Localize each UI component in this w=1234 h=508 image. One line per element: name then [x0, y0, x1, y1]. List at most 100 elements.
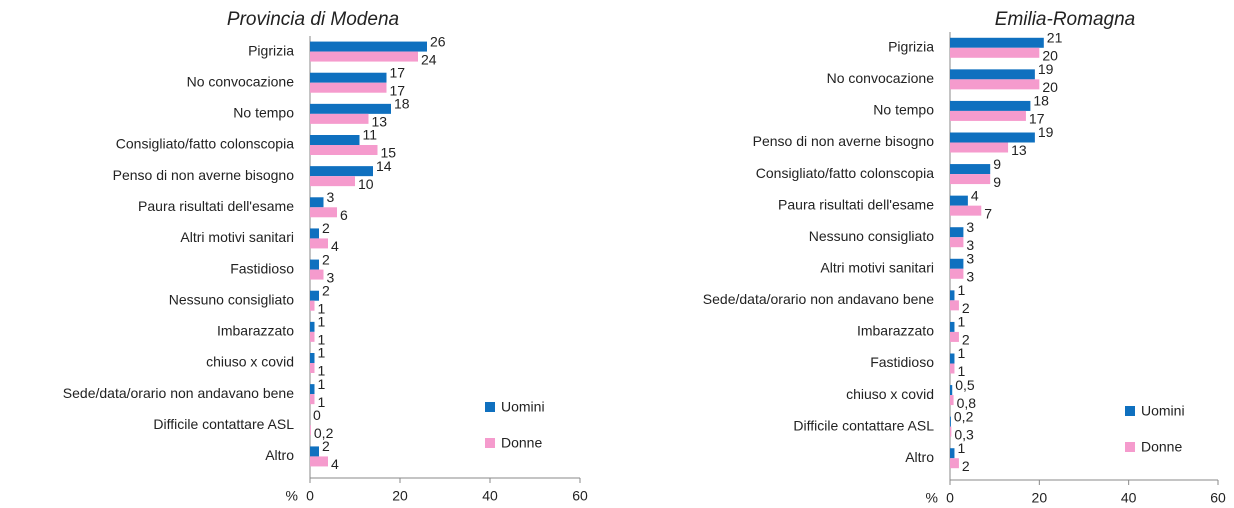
y-tick-label: Fastidioso	[230, 260, 294, 276]
y-tick-label: Nessuno consigliato	[809, 228, 935, 244]
bar	[310, 166, 373, 177]
bar	[310, 353, 315, 363]
data-label: 2	[962, 332, 970, 348]
data-label: 2	[962, 458, 970, 474]
y-tick-label: Nessuno consigliato	[169, 291, 295, 307]
legend-swatch	[1125, 442, 1135, 452]
legend-label: Uomini	[501, 399, 545, 415]
y-tick-label: No tempo	[873, 102, 934, 118]
data-label: 1	[957, 440, 965, 456]
data-label: 0,8	[957, 395, 977, 411]
y-tick-label: Consigliato/fatto colonscopia	[116, 136, 294, 152]
data-label: 2	[322, 282, 330, 298]
bar	[950, 353, 955, 364]
bar	[310, 269, 324, 280]
bar	[310, 103, 391, 114]
data-label: 20	[1042, 79, 1058, 95]
legend-swatch	[485, 402, 495, 412]
y-tick-label: Penso di non averne bisogno	[753, 133, 935, 149]
y-tick-label: chiuso x covid	[846, 386, 934, 402]
y-tick-label: Altri motivi sanitari	[180, 229, 294, 245]
y-tick-label: Altro	[265, 447, 294, 463]
y-tick-label: Pigrizia	[248, 42, 294, 58]
bar	[310, 290, 319, 301]
y-tick-label: No convocazione	[187, 73, 295, 89]
data-label: 1	[957, 363, 965, 379]
y-tick-label: No convocazione	[827, 70, 935, 86]
y-tick-label: No tempo	[233, 105, 294, 121]
bar	[310, 207, 337, 218]
bar	[310, 363, 315, 373]
y-tick-label: Altro	[905, 449, 934, 465]
data-label: 1	[318, 363, 326, 379]
data-label: 26	[430, 33, 446, 49]
bar	[950, 142, 1009, 153]
legend-swatch	[1125, 406, 1135, 416]
bar	[310, 41, 427, 52]
x-axis-label: %	[926, 490, 938, 506]
y-tick-label: Penso di non averne bisogno	[113, 167, 295, 183]
bar	[310, 456, 328, 467]
data-label: 1	[957, 345, 965, 361]
data-label: 18	[1033, 93, 1049, 109]
bar	[950, 205, 982, 216]
data-label: 19	[1038, 61, 1054, 77]
bar	[310, 321, 315, 332]
bar	[950, 331, 959, 342]
x-axis-label: %	[286, 488, 298, 504]
data-label: 9	[993, 174, 1001, 190]
bar	[310, 384, 315, 395]
bar	[310, 331, 315, 342]
bar	[950, 363, 955, 374]
x-tick-label: 60	[572, 488, 588, 504]
data-label: 0,2	[954, 408, 974, 424]
data-label: 1	[318, 345, 326, 361]
x-tick-label: 0	[306, 488, 314, 504]
data-label: 17	[390, 64, 406, 80]
data-label: 18	[394, 96, 410, 112]
data-label: 0,2	[314, 425, 334, 441]
y-tick-label: Difficile contattare ASL	[793, 417, 934, 433]
x-tick-label: 40	[1121, 490, 1137, 506]
bar	[950, 448, 955, 459]
y-tick-label: Consigliato/fatto colonscopia	[756, 165, 934, 181]
bar	[950, 416, 951, 427]
data-label: 10	[358, 176, 374, 192]
bar	[950, 290, 955, 301]
x-tick-label: 60	[1210, 490, 1226, 506]
bar	[310, 113, 369, 124]
data-label: 2	[962, 300, 970, 316]
bar	[310, 145, 378, 155]
bar	[950, 426, 952, 437]
bar	[950, 164, 991, 175]
data-label: 11	[363, 127, 378, 143]
bar	[310, 238, 328, 249]
bar	[950, 458, 959, 469]
x-tick-label: 20	[392, 488, 408, 504]
bar	[310, 425, 311, 436]
data-label: 3	[966, 219, 974, 235]
data-label: 14	[376, 158, 392, 174]
y-tick-label: Sede/data/orario non andavano bene	[63, 385, 294, 401]
data-label: 7	[984, 205, 992, 221]
data-label: 0,5	[955, 377, 975, 393]
bar	[310, 72, 387, 83]
bar	[310, 300, 315, 311]
bar	[950, 300, 959, 311]
bar	[950, 79, 1040, 90]
y-tick-label: chiuso x covid	[206, 354, 294, 370]
x-tick-label: 0	[946, 490, 954, 506]
data-label: 1	[957, 282, 965, 298]
bar	[950, 195, 968, 206]
y-tick-label: Paura risultati dell'esame	[778, 196, 934, 212]
bar	[310, 176, 355, 187]
data-label: 17	[1029, 111, 1045, 127]
data-label: 6	[340, 207, 348, 223]
data-label: 4	[331, 456, 339, 472]
data-label: 2	[322, 220, 330, 236]
x-tick-label: 40	[482, 488, 498, 504]
legend-swatch	[485, 438, 495, 448]
chart-title: Provincia di Modena	[227, 9, 399, 30]
data-label: 1	[318, 376, 326, 392]
